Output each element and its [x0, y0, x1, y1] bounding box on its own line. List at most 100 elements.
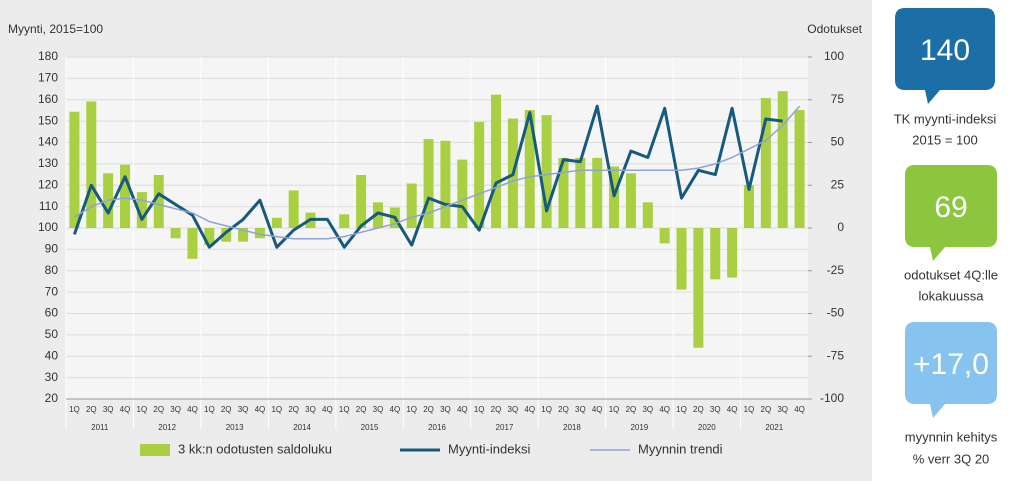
y2-tick-label: 50 [831, 135, 845, 149]
y2-tick-label: -25 [827, 263, 845, 277]
x-tick-label: 1Q [271, 405, 282, 414]
callout-caption: TK myynti-indeksi [894, 111, 997, 126]
bar [238, 228, 249, 242]
year-label: 2021 [765, 423, 783, 432]
bar [642, 202, 653, 228]
x-tick-label: 2Q [558, 405, 569, 414]
y-tick-label: 30 [45, 370, 59, 384]
bar [339, 214, 350, 228]
year-label: 2020 [698, 423, 716, 432]
y2-tick-label: 0 [837, 220, 844, 234]
bar [575, 157, 586, 228]
x-tick-label: 2Q [288, 405, 299, 414]
x-tick-label: 4Q [592, 405, 603, 414]
year-label: 2019 [630, 423, 648, 432]
x-tick-label: 1Q [69, 405, 80, 414]
x-tick-label: 1Q [541, 405, 552, 414]
x-tick-label: 3Q [170, 405, 181, 414]
callout-caption: % verr 3Q 20 [913, 451, 990, 466]
legend-label: Myynnin trendi [638, 441, 723, 456]
x-tick-label: 1Q [204, 405, 215, 414]
y2-tick-label: 100 [824, 49, 844, 63]
line [73, 105, 801, 240]
chart-title: Myynti, 2015=100 [8, 22, 103, 36]
bar [356, 174, 367, 228]
y-tick-label: 80 [45, 263, 59, 277]
callout-caption: odotukset 4Q:lle [904, 267, 998, 282]
x-tick-label: 4Q [524, 405, 535, 414]
x-tick-label: 3Q [373, 405, 384, 414]
bar [406, 183, 417, 228]
x-tick-label: 4Q [322, 405, 333, 414]
y2-tick-label: -100 [820, 391, 844, 405]
bar [676, 228, 687, 290]
bar [659, 228, 670, 244]
x-tick-label: 3Q [305, 405, 316, 414]
x-tick-label: 3Q [103, 405, 114, 414]
x-tick-label: 3Q [642, 405, 653, 414]
callout-box [905, 322, 997, 418]
x-tick-label: 3Q [508, 405, 519, 414]
bar [221, 228, 232, 242]
x-tick-label: 2Q [761, 405, 772, 414]
y-tick-label: 100 [38, 220, 58, 234]
x-tick-label: 4Q [390, 405, 401, 414]
callout-caption: myynnin kehitys [905, 429, 998, 444]
x-tick-label: 4Q [794, 405, 805, 414]
x-tick-label: 4Q [659, 405, 670, 414]
y-tick-label: 60 [45, 306, 59, 320]
bar [170, 228, 181, 239]
y-tick-label: 160 [38, 92, 58, 106]
y-tick-label: 170 [38, 71, 58, 85]
bar [541, 115, 552, 228]
x-tick-label: 1Q [474, 405, 485, 414]
bar [153, 174, 164, 228]
year-label: 2017 [496, 423, 514, 432]
x-tick-label: 2Q [626, 405, 637, 414]
callout-value: 69 [934, 191, 967, 224]
bar [474, 121, 485, 228]
y-tick-label: 140 [38, 135, 58, 149]
bar [288, 190, 299, 228]
callout-box [905, 165, 997, 261]
year-label: 2016 [428, 423, 446, 432]
x-tick-label: 2Q [221, 405, 232, 414]
bar [187, 228, 198, 259]
bar [254, 228, 265, 239]
bar [69, 111, 80, 228]
bar [491, 94, 502, 229]
bar [86, 101, 97, 228]
x-tick-label: 3Q [575, 405, 586, 414]
bar [558, 157, 569, 228]
x-tick-label: 1Q [406, 405, 417, 414]
bar [136, 192, 147, 228]
callout-caption: lokakuussa [918, 288, 984, 303]
year-label: 2018 [563, 423, 581, 432]
bar [727, 228, 738, 278]
year-label: 2011 [91, 423, 109, 432]
year-label: 2013 [226, 423, 244, 432]
y-tick-label: 90 [45, 242, 59, 256]
x-tick-label: 3Q [710, 405, 721, 414]
bar [440, 140, 451, 228]
bar [592, 157, 603, 228]
y-tick-label: 120 [38, 177, 58, 191]
x-tick-label: 1Q [676, 405, 687, 414]
y-tick-label: 150 [38, 113, 58, 127]
x-tick-label: 1Q [609, 405, 620, 414]
bar [524, 110, 535, 228]
x-tick-label: 4Q [255, 405, 266, 414]
bar [693, 228, 704, 348]
x-tick-label: 2Q [423, 405, 434, 414]
y-tick-label: 50 [45, 327, 59, 341]
y-tick-label: 20 [45, 391, 59, 405]
y-tick-label: 110 [39, 199, 58, 213]
y2-tick-label: -75 [827, 348, 845, 362]
bar [794, 110, 805, 228]
x-tick-label: 3Q [238, 405, 249, 414]
callout-caption: 2015 = 100 [912, 132, 977, 147]
callout-value: 140 [920, 34, 970, 67]
x-tick-label: 4Q [187, 405, 198, 414]
y-tick-label: 180 [38, 49, 58, 63]
